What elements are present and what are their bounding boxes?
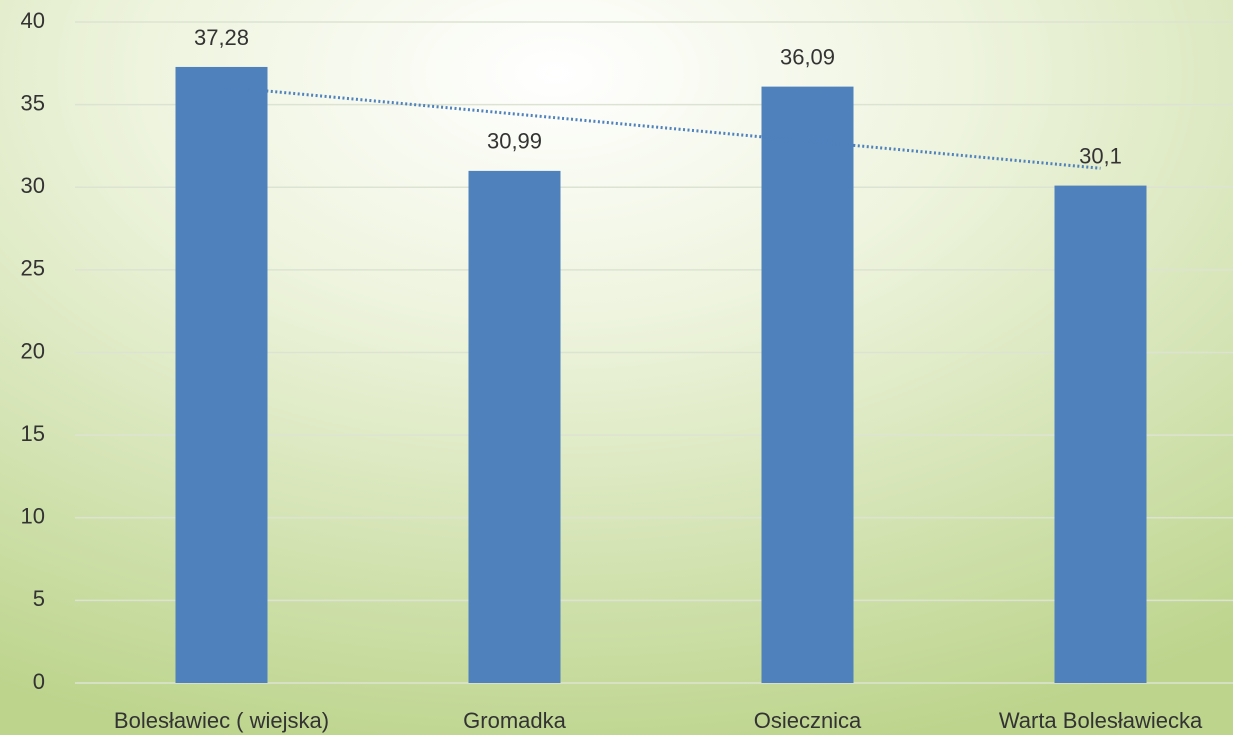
y-tick-label: 20: [21, 338, 45, 363]
y-tick-label: 25: [21, 256, 45, 281]
bar: [1054, 185, 1147, 683]
value-label: 36,09: [780, 44, 835, 69]
y-tick-label: 10: [21, 504, 45, 529]
bar: [761, 86, 854, 684]
x-tick-label: Osiecznica: [754, 708, 862, 733]
y-tick-label: 35: [21, 90, 45, 115]
value-label: 30,1: [1079, 143, 1122, 168]
y-tick-label: 30: [21, 173, 45, 198]
bar: [468, 170, 561, 683]
x-tick-label: Gromadka: [463, 708, 566, 733]
value-label: 30,99: [487, 129, 542, 154]
trendline: [221, 85, 1101, 170]
y-tick-label: 40: [21, 8, 45, 33]
y-tick-label: 15: [21, 421, 45, 446]
x-tick-label: Warta Bolesławiecka: [999, 708, 1203, 733]
y-tick-label: 0: [33, 669, 45, 694]
bar: [175, 66, 268, 683]
y-tick-label: 5: [33, 586, 45, 611]
x-tick-label: Bolesławiec ( wiejska): [114, 708, 329, 733]
value-label: 37,28: [194, 25, 249, 50]
